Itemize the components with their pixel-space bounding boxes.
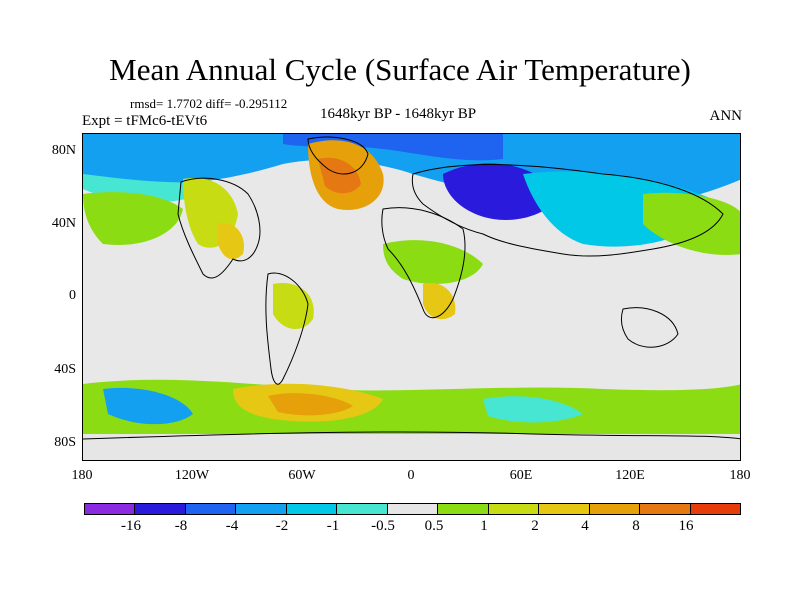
lat-label-0: 0 bbox=[69, 288, 76, 303]
africa-south-warm bbox=[423, 283, 456, 320]
lon-label-0: 0 bbox=[407, 468, 415, 483]
northwest-pacific-warm bbox=[643, 192, 740, 255]
lon-label-120w: 120W bbox=[174, 468, 210, 483]
legend-color-box bbox=[488, 504, 540, 514]
lat-label-40s: 40S bbox=[54, 362, 76, 377]
legend-color-box bbox=[185, 504, 237, 514]
legend-label: 0.5 bbox=[424, 518, 444, 534]
lon-label-180e: 180 bbox=[729, 468, 751, 483]
legend-color-box bbox=[286, 504, 338, 514]
legend-label: -1 bbox=[326, 518, 340, 534]
experiment-label: Expt = tFMc6-tEVt6 bbox=[82, 113, 208, 129]
legend-label: 16 bbox=[678, 518, 694, 534]
coastlines bbox=[83, 136, 740, 440]
lon-label-120e: 120E bbox=[615, 468, 645, 483]
legend-color-box bbox=[438, 504, 489, 514]
legend-color-box bbox=[236, 504, 287, 514]
southern-ocean-warmest bbox=[268, 393, 353, 416]
legend-label: 2 bbox=[531, 518, 539, 534]
legend-label: 8 bbox=[632, 518, 640, 534]
legend-color-box bbox=[85, 504, 136, 514]
period-label: 1648kyr BP - 1648kyr BP bbox=[320, 106, 477, 122]
north-america-warmer bbox=[218, 223, 244, 260]
legend-label: 4 bbox=[581, 518, 589, 534]
south-america-warm bbox=[273, 283, 314, 330]
lon-label-60w: 60W bbox=[288, 468, 316, 483]
legend-label: -2 bbox=[275, 518, 289, 534]
lon-label-60e: 60E bbox=[509, 468, 533, 483]
temperature-map bbox=[82, 133, 741, 461]
legend-color-box bbox=[135, 504, 186, 514]
south-indian-cool bbox=[483, 396, 583, 423]
lon-label-180w: 180 bbox=[71, 468, 93, 483]
legend-color-box bbox=[387, 504, 439, 514]
legend-label: -0.5 bbox=[371, 518, 395, 534]
africa-warm bbox=[383, 240, 483, 284]
legend-label: -16 bbox=[121, 518, 141, 534]
lat-label-80s: 80S bbox=[54, 435, 76, 450]
south-pacific-cool bbox=[103, 387, 193, 425]
north-pacific-warm bbox=[83, 192, 183, 245]
legend-label: 1 bbox=[480, 518, 488, 534]
legend-color-box bbox=[690, 504, 741, 514]
antarctica-region bbox=[83, 434, 740, 460]
legend-color-box bbox=[589, 504, 641, 514]
map-canvas bbox=[83, 134, 740, 460]
plot-title: Mean Annual Cycle (Surface Air Temperatu… bbox=[109, 52, 691, 87]
stats-text: rmsd= 1.7702 diff= -0.295112 bbox=[130, 96, 288, 111]
lat-label-80n: 80N bbox=[51, 143, 76, 158]
legend-color-box bbox=[337, 504, 388, 514]
north-atlantic-hot bbox=[318, 157, 361, 194]
legend-label: -8 bbox=[174, 518, 188, 534]
legend-label: -4 bbox=[225, 518, 239, 534]
legend-color-box bbox=[539, 504, 590, 514]
legend-color-box bbox=[640, 504, 691, 514]
season-label: ANN bbox=[709, 108, 743, 124]
lat-label-40n: 40N bbox=[51, 216, 76, 231]
color-legend bbox=[84, 503, 741, 515]
